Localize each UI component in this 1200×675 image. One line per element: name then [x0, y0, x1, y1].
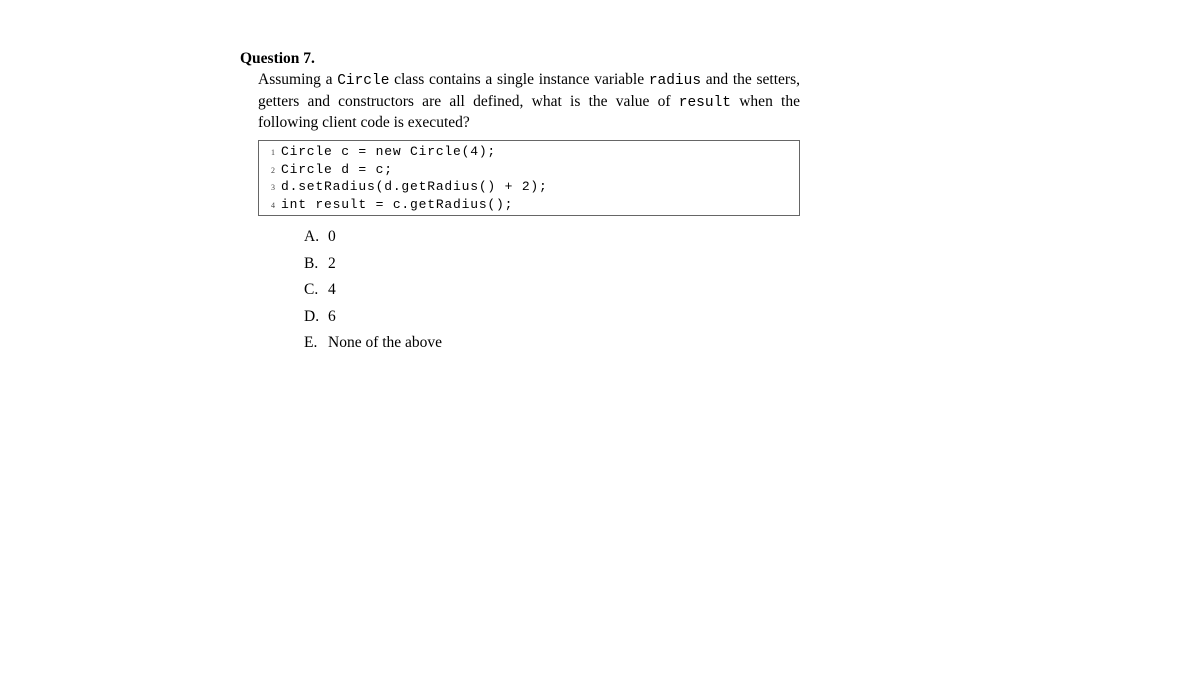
code-line: 4 int result = c.getRadius();: [259, 196, 799, 214]
body-seg-1: Assuming a: [258, 71, 337, 88]
choice-e[interactable]: E. None of the above: [304, 332, 800, 354]
code-word-radius: radius: [649, 73, 701, 89]
code-line: 2 Circle d = c;: [259, 161, 799, 179]
code-line: 3 d.setRadius(d.getRadius() + 2);: [259, 178, 799, 196]
code-word-circle: Circle: [337, 73, 389, 89]
question-number: Question 7.: [240, 50, 800, 68]
choice-text: None of the above: [328, 332, 442, 354]
line-number: 4: [259, 201, 281, 212]
choice-label: E.: [304, 332, 328, 354]
code-listing: 1 Circle c = new Circle(4); 2 Circle d =…: [258, 140, 800, 216]
choice-b[interactable]: B. 2: [304, 253, 800, 275]
choice-d[interactable]: D. 6: [304, 306, 800, 328]
code-text: Circle c = new Circle(4);: [281, 143, 496, 161]
line-number: 2: [259, 166, 281, 177]
question-body: Assuming a Circle class contains a singl…: [240, 70, 800, 134]
choice-text: 2: [328, 253, 336, 275]
choice-label: B.: [304, 253, 328, 275]
choice-label: C.: [304, 279, 328, 301]
choice-text: 4: [328, 279, 336, 301]
code-line: 1 Circle c = new Circle(4);: [259, 143, 799, 161]
code-text: Circle d = c;: [281, 161, 393, 179]
code-word-result: result: [679, 95, 731, 111]
code-text: d.setRadius(d.getRadius() + 2);: [281, 178, 548, 196]
choice-c[interactable]: C. 4: [304, 279, 800, 301]
body-seg-2: class contains a single instance variabl…: [389, 71, 648, 88]
choice-label: D.: [304, 306, 328, 328]
answer-choices: A. 0 B. 2 C. 4 D. 6 E. None of the above: [240, 226, 800, 354]
choice-a[interactable]: A. 0: [304, 226, 800, 248]
choice-text: 6: [328, 306, 336, 328]
line-number: 1: [259, 148, 281, 159]
code-text: int result = c.getRadius();: [281, 196, 513, 214]
choice-label: A.: [304, 226, 328, 248]
choice-text: 0: [328, 226, 336, 248]
question-page: Question 7. Assuming a Circle class cont…: [0, 0, 800, 355]
line-number: 3: [259, 183, 281, 194]
